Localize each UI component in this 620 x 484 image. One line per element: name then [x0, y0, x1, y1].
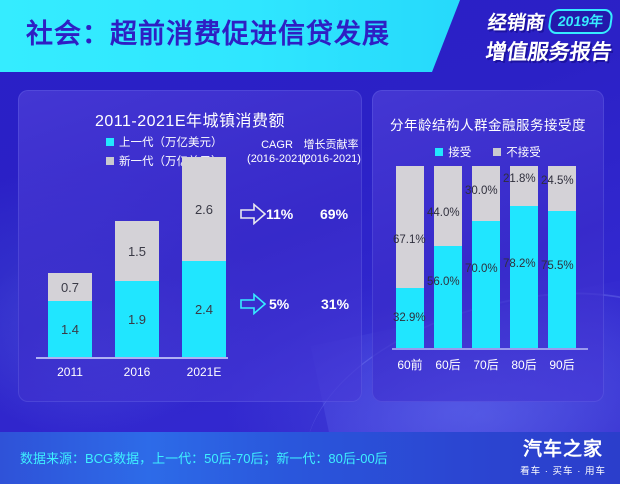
brand-logo-tagline: 看车 · 买车 · 用车 — [520, 465, 606, 477]
bar-90hou-segment-accept — [548, 210, 576, 348]
label-90hou-accept: 75.5% — [541, 260, 574, 272]
right-chart-legend: 接受 不接受 — [372, 144, 604, 160]
bar-2021e-segment-old: 2.4 — [182, 261, 226, 357]
xtick-90hou: 90后 — [549, 358, 575, 372]
badge-main-label: 经销商 — [486, 13, 547, 34]
bar-60qian-segment-not-accept — [396, 166, 424, 289]
bar-90hou — [548, 166, 576, 348]
bar-60hou-segment-not-accept — [434, 166, 462, 247]
left-chart-panel: 2011-2021E年城镇消费额 上一代（万亿美元） 新一代（万亿美元） CAG… — [18, 90, 362, 402]
legend-label-accept: 接受 — [448, 147, 472, 159]
bar-80hou — [510, 166, 538, 348]
label-70hou-accept: 70.0% — [465, 263, 498, 275]
bar-80hou-segment-accept — [510, 205, 538, 348]
column-header-contribution: 增长贡献率 (2016-2021) — [288, 138, 374, 166]
label-60hou-accept: 56.0% — [427, 276, 460, 288]
contribution-old-generation: 31% — [321, 296, 350, 312]
legend-label-not-accept: 不接受 — [506, 147, 541, 159]
column-header-contribution-line1: 增长贡献率 — [303, 139, 359, 151]
cagr-old-generation: 5% — [269, 296, 290, 312]
right-chart-title: 分年龄结构人群金融服务接受度 — [390, 118, 586, 133]
legend-item-accept: 接受 — [435, 144, 471, 160]
bar-70hou-segment-not-accept — [472, 166, 500, 221]
right-chart-plot: 67.1% 32.9% 60前 44.0% 56.0% 60后 30.0% 70… — [372, 90, 604, 402]
column-header-cagr: CAGR (2016-2021) — [236, 138, 318, 166]
xtick-2011: 2011 — [57, 365, 83, 379]
badge-top-row: 经销商 2019年 — [486, 8, 614, 35]
column-header-contribution-line2: (2016-2021) — [301, 153, 361, 166]
slide-header: 社会：超前消费促进信贷发展 经销商 2019年 增值服务报告 — [0, 0, 620, 72]
left-chart-title: 2011-2021E年城镇消费额 — [94, 113, 285, 130]
left-chart-plot: 0.7 1.4 2011 1.5 1.9 2016 2.6 2.4 2021E — [18, 90, 362, 402]
xtick-70hou: 70后 — [473, 358, 499, 372]
left-chart-axis-line — [36, 357, 228, 359]
label-60hou-not-accept: 44.0% — [427, 207, 460, 219]
cagr-new-generation: 11% — [266, 206, 294, 222]
legend-item-old-generation: 上一代（万亿美元） — [106, 134, 223, 150]
bar-60hou-segment-accept — [434, 246, 462, 348]
xtick-80hou: 80后 — [511, 358, 537, 372]
legend-swatch-cyan-icon — [106, 138, 114, 146]
label-80hou-not-accept: 21.8% — [503, 173, 536, 185]
slide-footer: 数据来源：BCG数据，上一代：50后-70后；新一代：80后-00后 汽车之家 … — [0, 432, 620, 484]
label-60qian-accept: 32.9% — [393, 312, 426, 324]
bar-2011-segment-new: 0.7 — [48, 273, 92, 301]
xtick-60qian: 60前 — [397, 358, 423, 372]
arrow-old-generation-icon — [240, 293, 266, 315]
bar-70hou — [472, 166, 500, 348]
bar-2011-segment-old: 1.4 — [48, 301, 92, 357]
xtick-2016: 2016 — [123, 365, 151, 379]
badge-subtitle: 增值服务报告 — [484, 41, 614, 64]
label-90hou-not-accept: 24.5% — [541, 175, 574, 187]
bar-60hou — [434, 166, 462, 348]
bar-80hou-segment-not-accept — [510, 166, 538, 206]
bar-60qian-segment-accept — [396, 288, 424, 348]
label-80hou-accept: 78.2% — [503, 258, 536, 270]
right-chart-axis-line — [392, 348, 588, 350]
badge-year-label: 2019年 — [547, 9, 614, 34]
label-70hou-not-accept: 30.0% — [465, 185, 498, 197]
right-chart-panel: 分年龄结构人群金融服务接受度 接受 不接受 67.1% 32.9% 60前 — [372, 90, 604, 402]
brand-logo-name: 汽车之家 — [523, 439, 604, 460]
report-badge: 经销商 2019年 增值服务报告 — [434, 6, 614, 68]
legend-label-old-generation: 上一代（万亿美元） — [119, 137, 223, 149]
bar-2016-segment-new: 1.5 — [115, 221, 159, 281]
bar-2021e: 2.6 2.4 — [182, 157, 226, 357]
bar-2016: 1.5 1.9 — [115, 221, 159, 357]
legend-item-not-accept: 不接受 — [493, 144, 541, 160]
legend-swatch-accept-icon — [435, 148, 444, 156]
arrow-new-generation-icon — [240, 203, 266, 225]
xtick-60hou: 60后 — [435, 358, 461, 372]
bar-2021e-segment-new: 2.6 — [182, 157, 226, 261]
column-header-cagr-line2: (2016-2021) — [247, 153, 307, 166]
legend-swatch-not-accept-icon — [493, 148, 502, 156]
bar-2016-segment-old: 1.9 — [115, 281, 159, 357]
header-band — [0, 0, 460, 72]
label-60qian-not-accept: 67.1% — [393, 234, 426, 246]
brand-logo: 汽车之家 看车 · 买车 · 用车 — [520, 439, 606, 477]
bar-70hou-segment-accept — [472, 220, 500, 348]
bar-90hou-segment-not-accept — [548, 166, 576, 211]
page-title: 社会：超前消费促进信贷发展 — [26, 19, 390, 49]
column-header-cagr-line1: CAGR — [261, 139, 293, 151]
data-source-note: 数据来源：BCG数据，上一代：50后-70后；新一代：80后-00后 — [20, 451, 388, 466]
bar-60qian — [396, 166, 424, 348]
legend-swatch-gray-icon — [106, 157, 114, 165]
contribution-new-generation: 69% — [320, 206, 349, 222]
bar-2011: 0.7 1.4 — [48, 273, 92, 357]
xtick-2021e: 2021E — [186, 365, 222, 379]
